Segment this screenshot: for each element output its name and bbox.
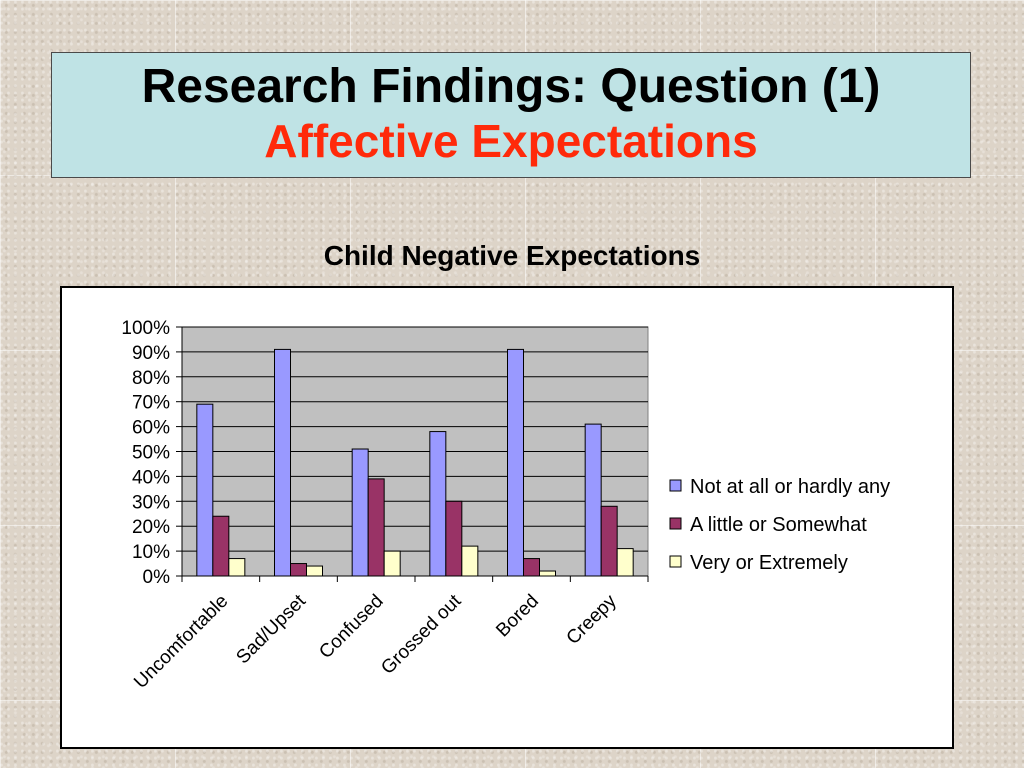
y-tick-label: 50%	[132, 443, 170, 464]
chart-title: Child Negative Expectations	[323, 240, 701, 271]
legend-swatch	[669, 517, 682, 530]
bar	[445, 500, 463, 577]
bar	[274, 348, 291, 577]
bar	[228, 558, 246, 577]
x-tick-label: Sad/Upset	[232, 590, 310, 668]
x-tick-label: Creepy	[563, 590, 622, 649]
bar-chart: 0% 10% 20% 30% 40% 50% 60% 70% 80% 90% 100% Uncomfo…	[121, 318, 890, 693]
bar	[196, 403, 214, 577]
bar	[367, 478, 385, 577]
bar	[507, 348, 524, 577]
legend-label: Not at all or hardly any	[690, 476, 890, 498]
y-tick-label: 70%	[132, 393, 170, 414]
bar	[429, 431, 447, 577]
legend-label: Very or Extremely	[690, 552, 848, 574]
y-tick-label: 90%	[132, 343, 170, 364]
chart-frame: 0% 10% 20% 30% 40% 50% 60% 70% 80% 90% 100% Uncomfo…	[60, 286, 954, 749]
y-tick-label: 30%	[132, 492, 170, 513]
legend-label: A little or Somewhat	[690, 514, 867, 536]
slide-title-box: Research Findings: Question (1) Affectiv…	[51, 52, 971, 178]
bar	[616, 548, 634, 577]
legend-swatch	[669, 555, 682, 568]
bar	[351, 448, 369, 577]
y-tick-label: 10%	[132, 542, 170, 563]
y-tick-label: 80%	[132, 368, 170, 389]
y-tick-label: 100%	[121, 318, 170, 339]
bar	[523, 558, 540, 577]
bar	[461, 545, 479, 577]
y-tick-label: 0%	[143, 567, 171, 588]
bar	[290, 563, 307, 577]
bar	[600, 505, 618, 577]
y-tick-label: 40%	[132, 467, 170, 488]
bar	[584, 423, 602, 577]
bar	[539, 570, 556, 577]
x-tick-label: Uncomfortable	[130, 591, 232, 693]
y-tick-label: 60%	[132, 418, 170, 439]
x-tick-label: Bored	[492, 591, 543, 642]
x-tick-label: Grossed out	[377, 590, 466, 679]
bar	[212, 515, 230, 577]
slide-title: Research Findings: Question (1)	[141, 60, 881, 113]
x-tick-label: Confused	[315, 591, 387, 663]
bar	[383, 550, 401, 577]
legend-swatch	[669, 479, 682, 492]
y-tick-label: 20%	[132, 517, 170, 538]
slide-subtitle: Affective Expectations	[264, 115, 758, 167]
bar	[306, 565, 323, 577]
